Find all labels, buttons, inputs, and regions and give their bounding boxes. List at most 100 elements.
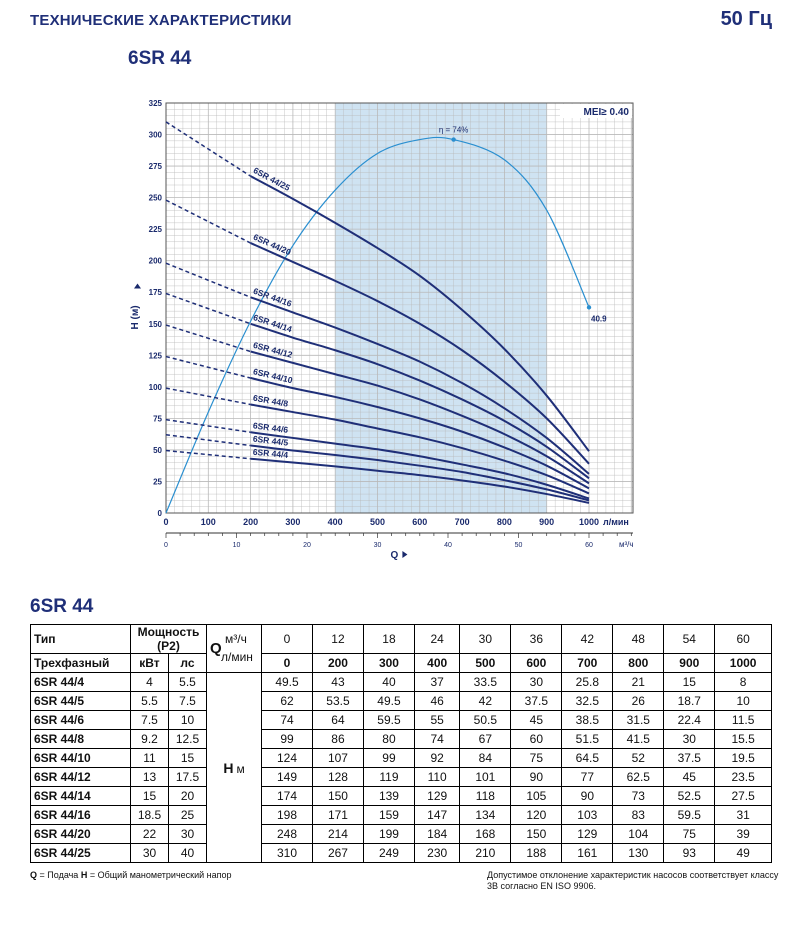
h-value-cell: 21 [612,672,665,692]
q-lmin-cell: 600 [510,653,563,673]
efficiency-end-label: 40.9 [591,314,607,323]
kw-cell: 4 [130,672,169,692]
y-tick-label: 300 [149,131,163,140]
h-value-cell: 129 [561,824,614,844]
h-value-cell: 93 [663,843,716,863]
h-value-cell: 51.5 [561,729,614,749]
h-value-cell: 75 [663,824,716,844]
x-tick-label: 1000 [579,517,599,527]
series-curve [250,457,590,504]
h-value-cell: 124 [261,748,313,768]
q-lmin-cell: 300 [362,653,415,673]
x2-tick-label: 30 [374,542,382,549]
model-cell: 6SR 44/14 [30,786,131,806]
legend-q-text: = Подача [39,870,79,880]
h-value-cell: 31 [714,805,772,825]
legend-h-text: = Общий манометрический напор [89,870,232,880]
h-value-cell: 120 [510,805,563,825]
h-value-cell: 184 [413,824,461,844]
series-dashed-start [165,434,251,447]
table-row: 6SR 44/10 11 15 124 107 99 92 84 75 64.5 52 37.5 19.… [30,748,772,768]
model-cell: 6SR 44/20 [30,824,131,844]
y-tick-label: 125 [149,351,163,360]
h-value-cell: 37 [413,672,461,692]
series-label: 6SR 44/6 [252,420,289,435]
x2-tick-label: 50 [515,542,523,549]
h-value-cell: 15.5 [714,729,772,749]
x-axis-label: Q [391,550,399,561]
y-tick-label: 25 [153,477,162,486]
h-value-cell: 105 [510,786,563,806]
h-value-cell: 49.5 [261,672,313,692]
kw-cell: 7.5 [130,710,169,730]
y-tick-label: 50 [153,446,162,455]
h-value-cell: 118 [459,786,512,806]
h-value-cell: 80 [362,729,415,749]
h-value-cell: 86 [311,729,364,749]
h-value-cell: 46 [413,691,461,711]
kw-cell: 9.2 [130,729,169,749]
q-lmin-cell: 200 [311,653,364,673]
y-axis-arrow [134,283,141,289]
table-header-row-1: Тип Мощность (P2) Q м³/ч л/мин 0 12 18 2… [30,624,772,673]
q-m3h-cell: 18 [362,624,415,654]
h-value-cell: 43 [311,672,364,692]
h-value-cell: 30 [663,729,716,749]
q-lmin-cell: 900 [663,653,716,673]
frequency-label: 50 Гц [720,8,772,30]
h-value-cell: 31.5 [612,710,665,730]
h-value-cell: 23.5 [714,767,772,787]
model-cell: 6SR 44/6 [30,710,131,730]
h-value-cell: 25.8 [561,672,614,692]
h-value-cell: 11.5 [714,710,772,730]
x-tick-label: 200 [243,517,258,527]
series-curve [250,242,590,465]
h-value-cell: 147 [413,805,461,825]
series-dashed-start [165,418,251,434]
h-symbol: H [223,759,234,776]
hp-cell: 30 [168,824,207,844]
model-cell: 6SR 44/5 [30,691,131,711]
three-phase-header: Трехфазный [30,653,131,673]
x-tick-label: 0 [163,517,168,527]
table-row: 6SR 44/8 9.2 12.5 99 86 80 74 67 60 51.5 41.5 30 15.… [30,729,772,749]
kw-cell: 13 [130,767,169,787]
hp-cell: 40 [168,843,207,863]
y-tick-label: 0 [158,509,163,518]
h-value-cell: 199 [362,824,415,844]
h-value-cell: 67 [459,729,512,749]
h-value-cell: 210 [459,843,512,863]
h-value-cell: 161 [561,843,614,863]
table-row: 6SR 44/6 7.5 10 74 64 59.5 55 50.5 45 38.5 31.5 22.… [30,710,772,730]
series-dashed-start [165,324,251,353]
x-tick-label: 900 [539,517,554,527]
efficiency-end-point [586,305,592,310]
h-value-cell: 62 [261,691,313,711]
h-value-cell: 90 [561,786,614,806]
h-value-cell: 214 [311,824,364,844]
x-tick-label: 700 [455,517,470,527]
q-lmin-cell: 400 [413,653,461,673]
h-value-cell: 37.5 [510,691,563,711]
x2-tick-label: 40 [444,542,452,549]
x-axis-arrow [402,551,408,558]
q-m3h-cell: 60 [714,624,772,654]
table-row: 6SR 44/14 15 20 174 150 139 129 118 105 90 73 52.5 2… [30,786,772,806]
kw-cell: 5.5 [130,691,169,711]
efficiency-peak-point [451,137,456,142]
type-header: Тип [30,624,131,654]
x-tick-label: 400 [328,517,343,527]
h-value-cell: 149 [261,767,313,787]
h-value-cell: 188 [510,843,563,863]
h-value-cell: 60 [510,729,563,749]
y-tick-label: 275 [149,162,163,171]
x-tick-label: 300 [285,517,300,527]
hp-cell: 10 [168,710,207,730]
q-unit-m3h: м³/ч [225,631,247,646]
model-cell: 6SR 44/4 [30,672,131,692]
kw-cell: 30 [130,843,169,863]
h-value-cell: 53.5 [311,691,364,711]
power-header: Мощность (P2) [130,624,207,654]
legend-note: Q = Подача H = Общий манометрический нап… [30,870,232,880]
